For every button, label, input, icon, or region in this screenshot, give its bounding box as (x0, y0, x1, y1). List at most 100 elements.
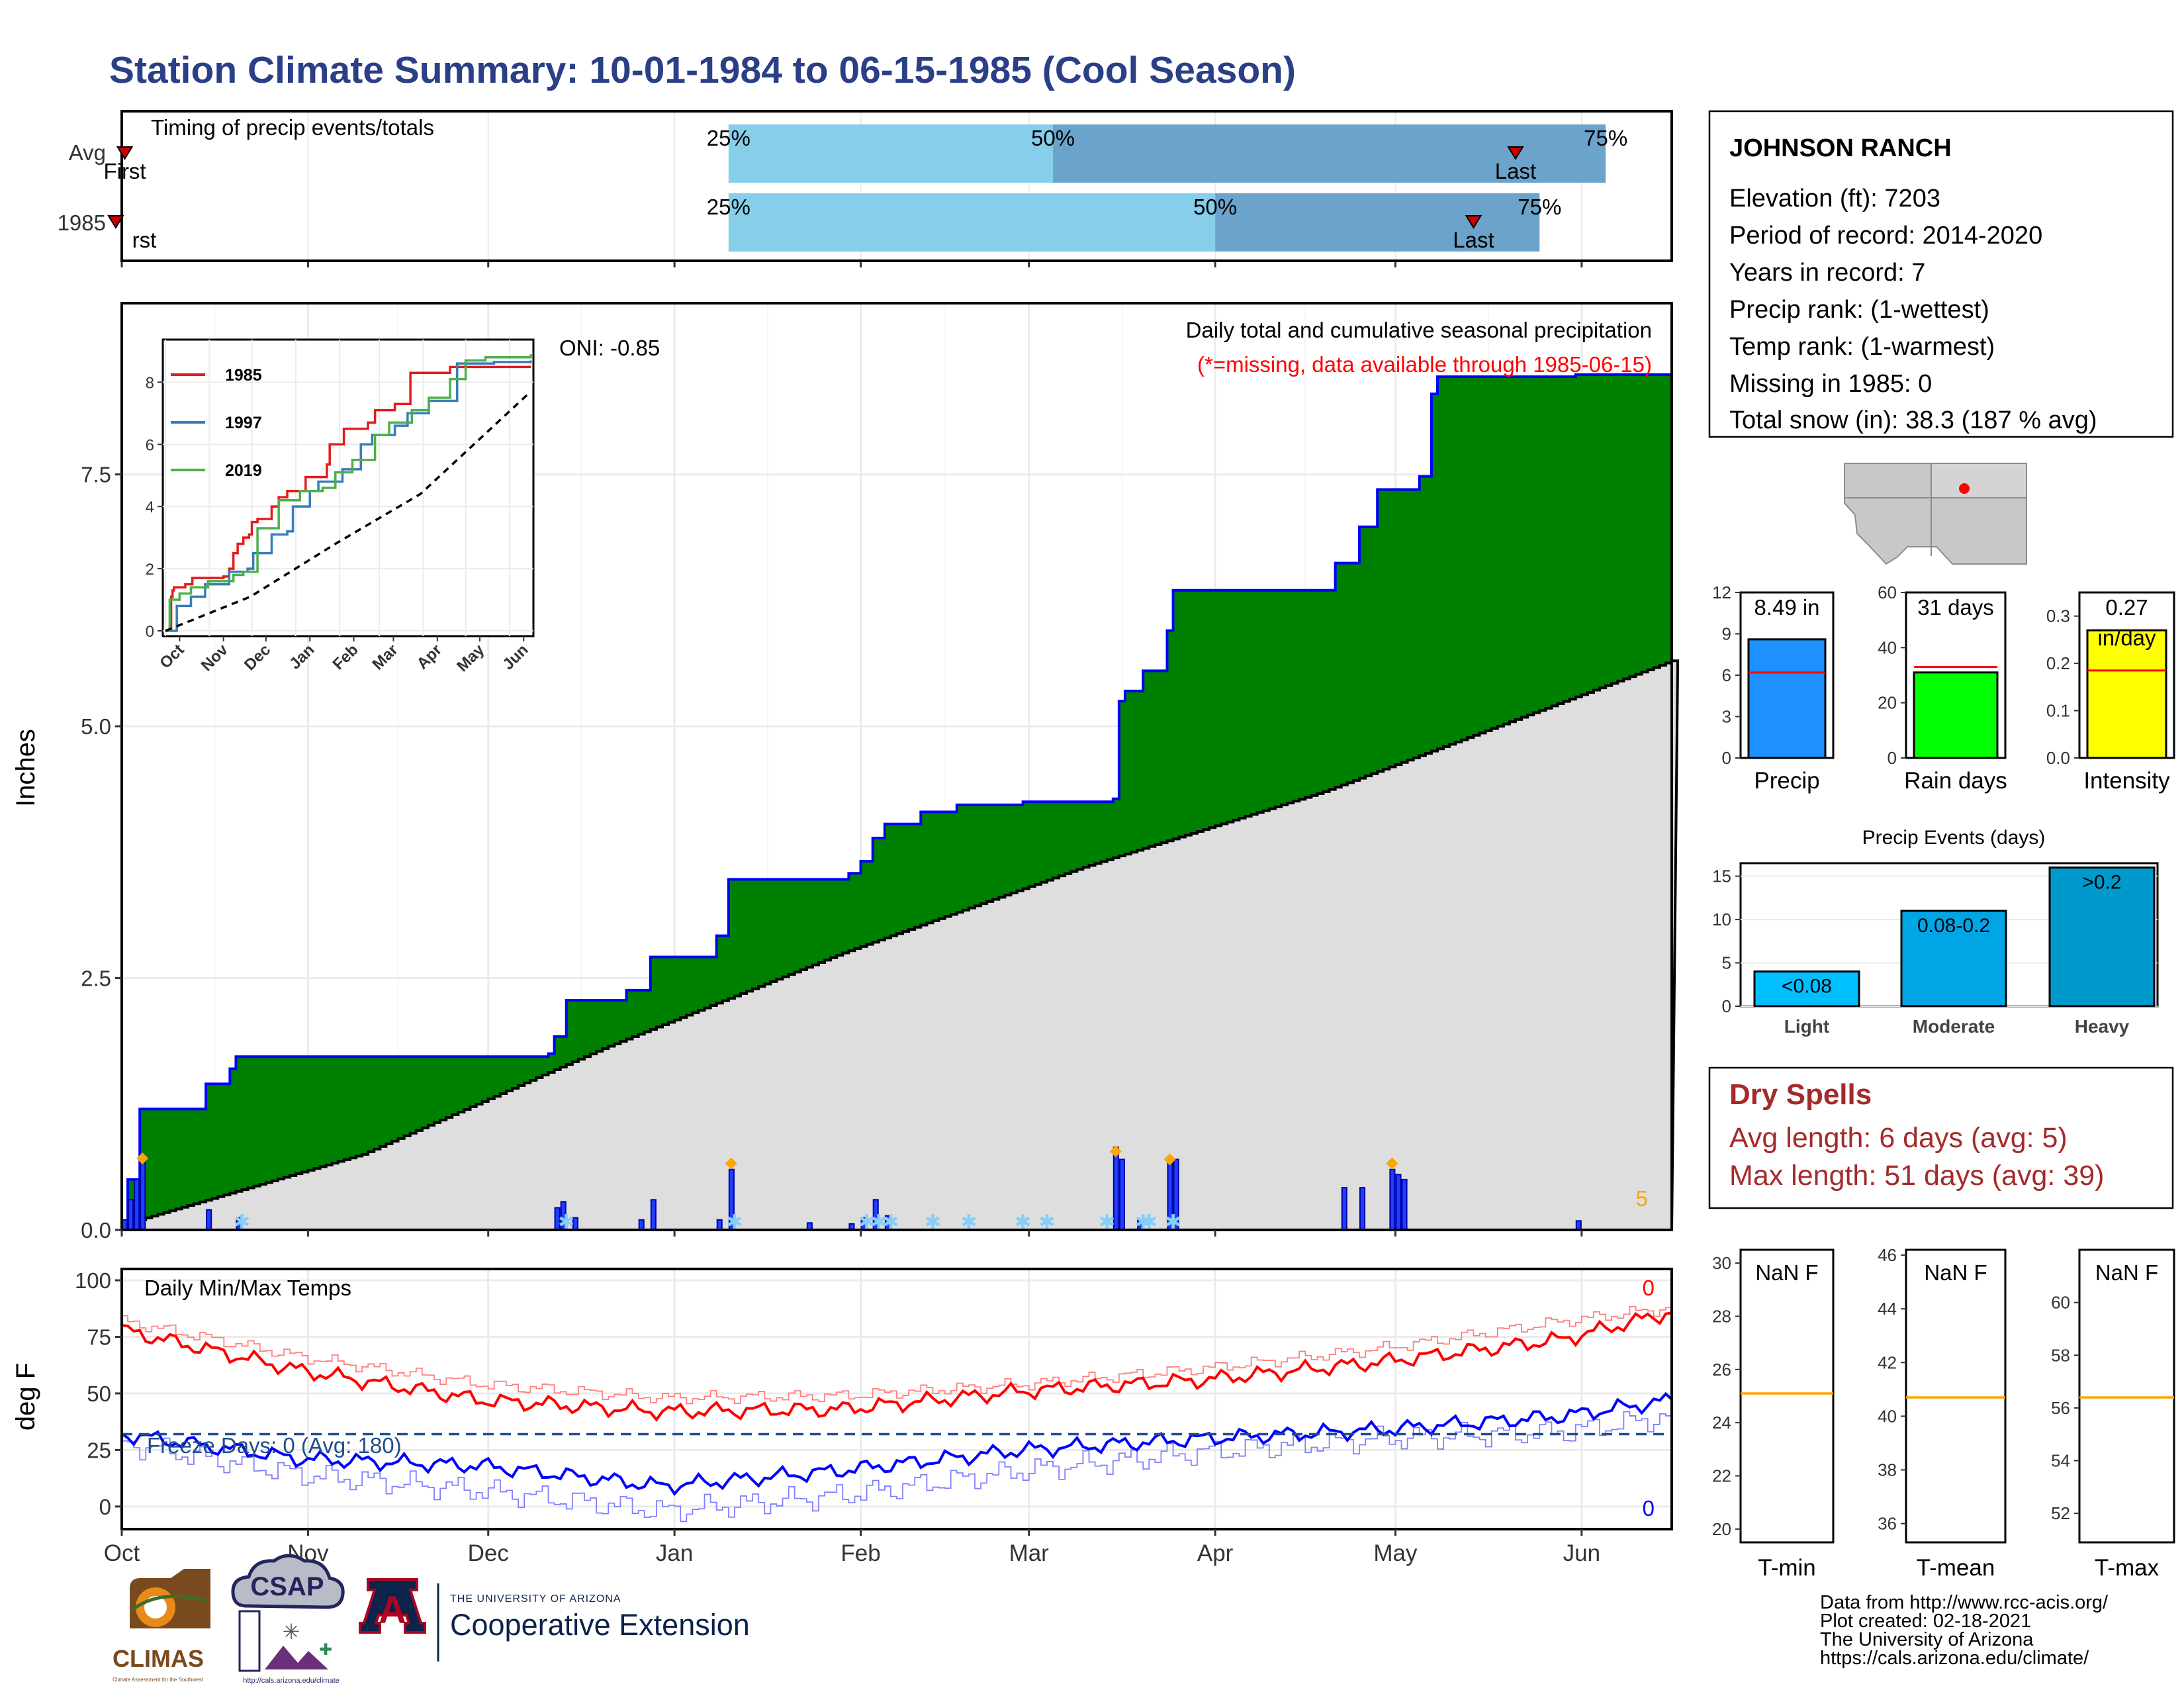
snow-day-marker (1163, 1153, 1176, 1166)
daily-precip-bar (650, 1199, 657, 1231)
ua-top-text: THE UNIVERSITY OF ARIZONA (450, 1593, 621, 1605)
temp-panel-title: Daily Min/Max Temps (144, 1276, 351, 1300)
ua-letter: A (379, 1589, 406, 1632)
month-tick-label: Mar (1009, 1540, 1050, 1566)
summary-ytick-label: 40 (1878, 637, 1897, 657)
summary-value-bar (1913, 671, 1999, 759)
events-bar (1900, 910, 2007, 1008)
cumulative-precip-line (122, 373, 1672, 1231)
climas-tagline: Climate Assessment for the Southwest (113, 1677, 204, 1683)
temp-normal-ytick-label: 22 (1712, 1466, 1731, 1486)
timing-panel: Timing of precip events/totals Avg 1985 … (58, 110, 1673, 267)
station-missing: Missing in 1985: 0 (1729, 370, 1932, 398)
credit-university: The University of Arizona (1820, 1629, 2034, 1650)
main-ytick-label: 5.0 (81, 714, 111, 739)
summary-ytick-label: 0 (1888, 748, 1897, 768)
temp-value-label: NaN F (1755, 1260, 1818, 1285)
temp-ytick-label: 75 (87, 1325, 111, 1350)
summary-ytick-label: 0 (1722, 748, 1731, 768)
main-ytick-label: 2.5 (81, 966, 111, 991)
inset-ytick-label: 6 (146, 436, 154, 454)
temp-normal-frame (2078, 1248, 2175, 1544)
daily-precip-bar (128, 1199, 134, 1231)
temp-normal-ytick-label: 20 (1712, 1519, 1731, 1539)
inset-legend-label: 1985 (225, 366, 262, 385)
daily-precip-bar (1341, 1187, 1347, 1231)
inset-ytick-label: 8 (146, 374, 154, 392)
summary-panel-intensity: 0.27 in/day 0.0 0.1 0.2 0.3 Intensity (2046, 591, 2175, 794)
temp-normal-ytick-label: 42 (1878, 1352, 1897, 1372)
station-snow: Total snow (in): 38.3 (187 % avg) (1729, 406, 2097, 434)
month-tick-label: May (1373, 1540, 1418, 1566)
summary-ytick-label: 3 (1722, 707, 1731, 727)
temperature-normal-panels: NaN F 20 22 24 26 28 30 T-min NaN F 36 38 40 42 44 46 T… (1712, 1245, 2175, 1581)
dry-spells-max: Max length: 51 days (avg: 39) (1729, 1160, 2104, 1192)
csap-url: http://cals.arizona.edu/climate (243, 1677, 340, 1685)
summary-value-bar (2086, 629, 2167, 759)
timing-bar-25-50 (728, 193, 1216, 252)
timing-last-label: Last (1453, 228, 1494, 252)
freeze-days-label: Freeze Days: 0 (Avg: 180) (147, 1433, 402, 1458)
precip-events-chart: Precip Events (days) <0.08 Light 0.08-0.2 M… (1712, 827, 2159, 1037)
daily-precip-bar (140, 1158, 146, 1231)
timing-label-25: 25% (707, 126, 751, 150)
summary-ytick-label: 9 (1722, 624, 1731, 644)
summary-value-label: 8.49 in (1754, 595, 1819, 620)
daily-precip-bar (1118, 1158, 1125, 1231)
temp-normal-ytick-label: 36 (1878, 1514, 1897, 1534)
summary-ytick-label: 0.3 (2046, 606, 2070, 626)
summary-ytick-label: 20 (1878, 693, 1897, 713)
timing-row-label-1985: 1985 (58, 211, 106, 235)
temp-ytick-label: 25 (87, 1438, 111, 1462)
dry-spells-box: Dry Spells Avg length: 6 days (avg: 5) M… (1708, 1066, 2174, 1209)
station-name: JOHNSON RANCH (1729, 134, 1952, 162)
temp-value-label: NaN F (2095, 1260, 2158, 1285)
ua-bottom-text: Cooperative Extension (450, 1608, 750, 1642)
precip-main-panel: ✱ ✱ ✱ ✱✱✱ ✱ ✱ ✱ ✱ ✱ ✱✱ ✱ Daily total and cumulativ… (11, 302, 1680, 1243)
summary-value-label: 0.27 (2105, 595, 2148, 620)
daily-precip-bar (716, 1219, 723, 1231)
events-bar (2048, 867, 2156, 1008)
summary-ytick-label: 12 (1712, 583, 1731, 602)
temp-normal-ytick-label: 60 (2051, 1293, 2070, 1313)
events-bar (1753, 970, 1860, 1008)
inset-xtick-label: Dec (241, 641, 274, 674)
csap-snow-icon: ✳ (283, 1620, 300, 1644)
month-tick-label: Apr (1197, 1540, 1234, 1566)
daily-precip-bar (1575, 1220, 1582, 1231)
temp-normal-ytick-label: 40 (1878, 1406, 1897, 1426)
summary-category-label: Rain days (1904, 768, 2007, 794)
events-ytick-label: 5 (1722, 953, 1731, 973)
dry-spells-avg: Avg length: 6 days (avg: 5) (1729, 1122, 2068, 1154)
daily-precip-bar (1401, 1178, 1408, 1231)
summary-category-label: Intensity (2083, 768, 2170, 794)
credits: Data from http://www.rcc-acis.org/ Plot … (1820, 1592, 2109, 1669)
events-category-label: Moderate (1913, 1016, 1995, 1037)
temp-ylabel: deg F (11, 1363, 40, 1430)
summary-ytick-label: 0.2 (2046, 653, 2070, 673)
temp-category-label: T-max (2095, 1555, 2160, 1581)
station-temp-rank: Temp rank: (1-warmest) (1729, 333, 1995, 361)
events-bar-label: 0.08-0.2 (1917, 915, 1990, 937)
timing-title: Timing of precip events/totals (151, 115, 434, 140)
temp-normal-panel-t-min: NaN F 20 22 24 26 28 30 T-min (1712, 1248, 1835, 1581)
temp-normal-ytick-label: 30 (1712, 1253, 1731, 1273)
temp-normal-ytick-label: 52 (2051, 1503, 2070, 1523)
timing-label-50: 50% (1193, 195, 1237, 219)
summary-ytick-label: 6 (1722, 665, 1731, 685)
daily-precip-bar (1389, 1168, 1396, 1231)
precip-count-label: 5 (1636, 1186, 1648, 1211)
station-years: Years in record: 7 (1729, 259, 1925, 287)
temp-category-label: T-mean (1917, 1555, 1995, 1581)
inset-xtick-label: Jun (499, 641, 531, 673)
inset-ytick-label: 2 (146, 561, 154, 579)
station-elevation: Elevation (ft): 7203 (1729, 185, 1940, 212)
events-ytick-label: 0 (1722, 996, 1731, 1016)
month-tick-label: Oct (104, 1540, 140, 1566)
temp-normal-ytick-label: 46 (1878, 1245, 1897, 1265)
tmin-normal-line (122, 1404, 1672, 1523)
page-title: Station Climate Summary: 10-01-1984 to 0… (109, 49, 1296, 91)
timing-last-label: Last (1495, 159, 1536, 183)
inset-xtick-label: Nov (198, 641, 232, 675)
timing-bar-25-50 (728, 124, 1054, 183)
